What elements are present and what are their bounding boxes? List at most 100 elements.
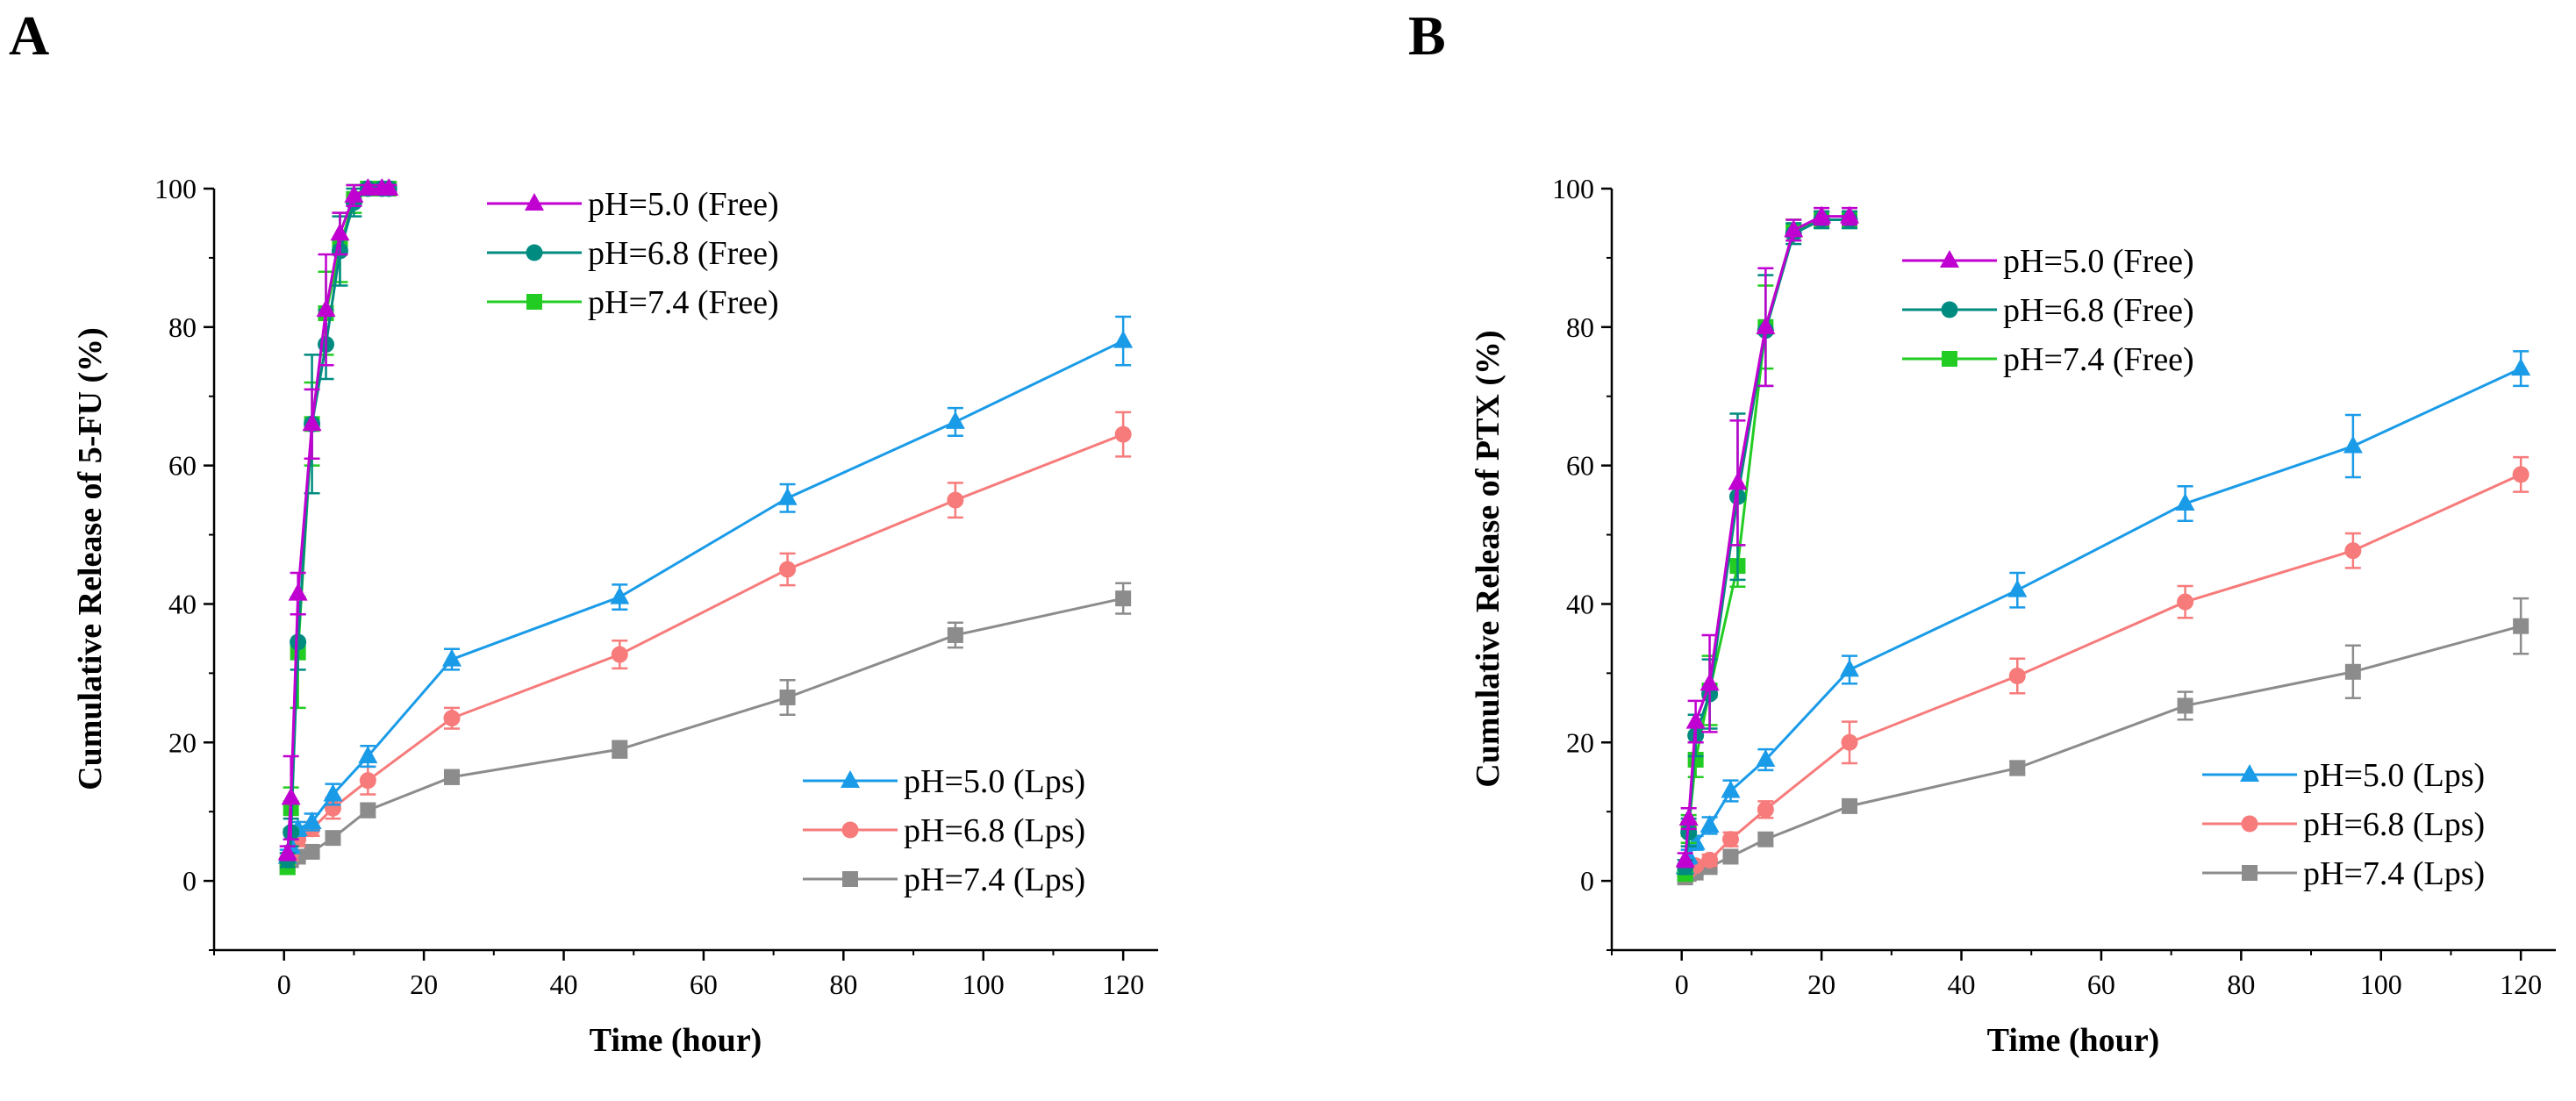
panel-a-y-axis-title: Cumulative Release of 5-FU (%)	[72, 327, 109, 790]
panel-b-y-tick-label: 40	[1566, 588, 1594, 619]
panel-a-data-point	[277, 842, 297, 861]
panel-b-data-point	[1784, 219, 1804, 238]
panel-a-data-point	[443, 710, 461, 727]
panel-b-data-point	[1699, 814, 1720, 833]
panel-b-data-point	[2513, 618, 2529, 634]
panel-a-letter: A	[9, 4, 49, 67]
panel-a-y-tick-label: 0	[182, 865, 197, 897]
panel-a-legend-marker	[525, 193, 544, 211]
panel-b-y-tick-label: 100	[1552, 173, 1594, 204]
panel-b-legend-marker	[1941, 301, 1958, 318]
panel-a-data-point	[611, 646, 628, 663]
panel-b-x-tick-label: 20	[1807, 969, 1835, 1000]
panel-a-data-point	[323, 783, 343, 802]
panel-a-legend-marker	[841, 770, 860, 788]
panel-b-legend-marker	[2240, 764, 2259, 782]
panel-a-data-point	[304, 843, 320, 860]
panel-a-legend-label: pH=6.8 (Lps)	[904, 812, 1085, 849]
panel-a-legend-marker	[842, 871, 858, 887]
panel-a-series-1	[279, 180, 397, 869]
panel-a-series-0	[277, 178, 399, 861]
panel-a-data-point	[945, 411, 965, 429]
panel-b-data-point	[1721, 780, 1741, 798]
panel-b-data-point	[1839, 205, 1859, 224]
panel-b-data-point	[1722, 848, 1739, 865]
panel-b-data-point	[1839, 659, 1859, 677]
panel-b-data-point	[1756, 749, 1776, 767]
panel-b-x-tick-label: 100	[2360, 969, 2402, 1000]
panel-a-data-point	[441, 648, 462, 667]
panel-a-data-point	[316, 299, 336, 318]
panel-b-data-point	[1841, 733, 1858, 751]
panel-a-x-axis-title: Time (hour)	[590, 1022, 762, 1059]
panel-a-data-point	[610, 586, 630, 604]
panel-a-data-point	[947, 491, 964, 509]
panel-a-x-tick-label: 40	[550, 969, 578, 1000]
panel-a-legend-label: pH=5.0 (Free)	[588, 186, 779, 223]
panel-b-data-point	[2175, 493, 2195, 511]
panel-a-data-point	[360, 802, 376, 819]
panel-a-data-point	[325, 830, 341, 847]
panel-b-legend-marker	[2241, 815, 2258, 833]
panel-a-y-tick-label: 60	[168, 450, 197, 482]
panel-b-data-point	[2344, 663, 2361, 680]
panel-b-data-point	[1678, 808, 1699, 826]
panel-b-data-point	[2177, 593, 2194, 611]
panel-b-series-2	[1677, 210, 1857, 883]
panel-b-y-tick-label: 20	[1566, 726, 1594, 758]
panel-b-legend-label: pH=7.4 (Free)	[2003, 341, 2194, 378]
panel-a-y-tick-label: 80	[168, 311, 197, 343]
panel-a-data-point	[358, 178, 378, 196]
panel-b-series-3	[1675, 350, 2531, 875]
panel-b-data-point	[1812, 205, 1832, 224]
panel-b-data-point	[1721, 831, 1739, 848]
panel-b-x-tick-label: 80	[2227, 969, 2255, 1000]
panel-a-data-point	[359, 772, 376, 790]
panel-a-data-point	[379, 178, 399, 196]
panel-b-legend-marker	[2242, 865, 2258, 881]
panel-a-x-tick-label: 80	[829, 969, 857, 1000]
panel-a-y-tick-label: 40	[168, 588, 197, 619]
panel-b-data-point	[2511, 358, 2531, 376]
panel-b-data-point	[1685, 711, 1706, 729]
panel-a-chart: 0 20 40 60 80 100 0 20 40 60 80 100 120 Time (hour) Cu…	[72, 173, 1158, 1059]
panel-a-data-point	[1113, 330, 1134, 348]
panel-b-y-tick-label: 60	[1566, 450, 1594, 482]
panel-a-legend-label: pH=7.4 (Free)	[588, 284, 779, 321]
panel-a-series-line	[286, 187, 390, 854]
panel-b-legend-label: pH=6.8 (Lps)	[2303, 806, 2485, 843]
panel-a-legend-label: pH=7.4 (Lps)	[904, 861, 1085, 898]
panel-a-y-tick-label: 100	[154, 173, 197, 204]
panel-a-x-tick-label: 120	[1102, 969, 1144, 1000]
panel-b-data-point	[1757, 801, 1774, 819]
panel-a-x-tick-label: 20	[410, 969, 438, 1000]
panel-b-x-axis-title: Time (hour)	[1987, 1022, 2160, 1059]
panel-a-data-point	[344, 184, 364, 203]
panel-a-data-point	[779, 689, 796, 705]
panel-b-data-point	[2008, 668, 2026, 685]
panel-b-series-1	[1677, 210, 1858, 876]
panel-b-y-axis-title: Cumulative Release of PTX (%)	[1470, 330, 1506, 787]
panel-a-data-point	[288, 583, 308, 601]
panel-b-legend-label: pH=5.0 (Lps)	[2303, 757, 2485, 794]
panel-a-legend-top-center: pH=5.0 (Free) pH=6.8 (Free) pH=7.4 (Free)	[487, 186, 779, 321]
panel-b-letter: B	[1408, 4, 1446, 67]
panel-a-legend-marker	[526, 294, 542, 310]
panel-b-legend-marker	[1942, 351, 1957, 367]
panel-a-data-point	[612, 741, 628, 758]
panel-b-data-point	[1728, 472, 1748, 490]
panel-a-legend-label: pH=6.8 (Free)	[588, 235, 779, 272]
panel-b-x-tick-label: 60	[2087, 969, 2115, 1000]
panel-b-x-tick-label: 40	[1948, 969, 1976, 1000]
panel-a-data-point	[330, 223, 350, 241]
panel-a-data-point	[779, 561, 797, 578]
panel-b-data-point	[1675, 849, 1695, 868]
panel-a-data-point	[358, 746, 378, 764]
panel-b-y-tick-label: 80	[1566, 311, 1594, 343]
panel-b-series-0	[1675, 205, 1859, 869]
panel-a-x-tick-label: 60	[690, 969, 718, 1000]
panel-b-data-point	[2009, 760, 2026, 776]
panel-b-y-tick-label: 0	[1580, 865, 1594, 897]
panel-a-x-tick-label: 100	[962, 969, 1005, 1000]
